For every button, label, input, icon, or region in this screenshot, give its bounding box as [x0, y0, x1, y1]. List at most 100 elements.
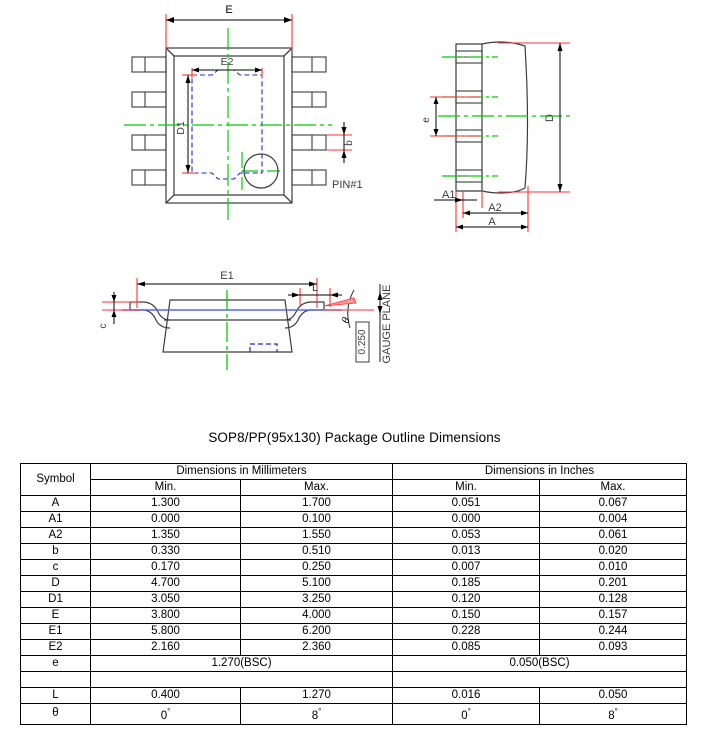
table-body: A 1.300 1.700 0.051 0.067 A1 0.000 0.100 0.000 0… [20, 495, 687, 725]
cell-symbol: c [20, 559, 91, 576]
e1-dimension-line [137, 281, 317, 287]
e-extension-lines [165, 14, 293, 50]
cell-in-min: 0.228 [392, 623, 540, 640]
cell-in-max: 0.004 [539, 511, 687, 528]
cell-in-max: 0.244 [539, 623, 687, 640]
cell-in-max: 0.128 [539, 591, 687, 608]
cell-in-min: 0.016 [392, 687, 540, 704]
e1-extension-lines [136, 278, 318, 308]
theta-in-min-value: 0 [461, 709, 468, 722]
dimension-label-e: e [421, 117, 432, 123]
cell-symbol: D1 [20, 591, 91, 608]
cell-mm-min: 3.050 [90, 591, 241, 608]
degree-symbol: ° [318, 707, 322, 716]
e2-dimension-line [192, 67, 262, 73]
d-dimension-line [557, 43, 563, 192]
cell-symbol: A2 [20, 527, 91, 544]
cell-mm-max: 1.700 [240, 495, 393, 512]
cell-in-min: 0.185 [392, 575, 540, 592]
dimension-label-E2: E2 [221, 56, 234, 68]
table-row: E2 2.160 2.360 0.085 0.093 [20, 639, 687, 656]
b-extension-lines [326, 134, 352, 151]
table-row: D1 3.050 3.250 0.120 0.128 [20, 591, 687, 608]
e-pitch-dimension-line [433, 97, 439, 136]
a2-dimension [463, 210, 528, 216]
table-row: A 1.300 1.700 0.051 0.067 [20, 495, 687, 512]
cell-mm-max: 1.550 [240, 527, 393, 544]
table-row-theta: θ 0° 8° 0° 8° [20, 703, 687, 725]
theta-in-max-value: 8 [608, 709, 615, 722]
left-pins [131, 56, 167, 186]
cell-mm-max: 3.250 [240, 591, 393, 608]
front-view-drawing: E1 L c θ [98, 270, 393, 370]
header-mm-min: Min. [90, 479, 241, 496]
cell-symbol: E1 [20, 623, 91, 640]
table-row-L: L 0.400 1.270 0.016 0.050 [20, 687, 687, 704]
degree-symbol: ° [614, 707, 618, 716]
cell-in-min: 0.051 [392, 495, 540, 512]
side-body [455, 41, 529, 194]
cell-mm-max: 0.250 [240, 559, 393, 576]
page-title: SOP8/PP(95x130) Package Outline Dimensio… [208, 430, 501, 445]
degree-symbol: ° [167, 707, 171, 716]
cell-in-min: 0.120 [392, 591, 540, 608]
table-row-e: e 1.270(BSC) 0.050(BSC) [20, 655, 687, 672]
cell-in-max: 8° [539, 703, 687, 725]
cell-mm-max: 0.100 [240, 511, 393, 528]
cell-in-min: 0° [392, 703, 540, 725]
cell-mm-min: 4.700 [90, 575, 241, 592]
cell-mm-span [90, 671, 393, 688]
table-row-blank [20, 671, 687, 688]
header-mm-max: Max. [240, 479, 393, 496]
dimensions-table: Symbol Dimensions in Millimeters Dimensi… [20, 463, 687, 725]
dimension-label-A: A [488, 216, 496, 228]
a-dimension [456, 224, 528, 230]
cell-in-min: 0.000 [392, 511, 540, 528]
d1-extension-lines [182, 74, 196, 174]
cell-symbol: e [20, 655, 91, 672]
cell-symbol: b [20, 543, 91, 560]
dimension-label-theta: θ [340, 315, 353, 325]
degree-symbol: ° [467, 707, 471, 716]
table-row: c 0.170 0.250 0.007 0.010 [20, 559, 687, 576]
d-extension-lines [498, 42, 570, 193]
dimension-label-A1: A1 [442, 189, 455, 201]
cell-in-max: 0.020 [539, 543, 687, 560]
cell-in-span [392, 671, 687, 688]
cell-mm-min: 2.160 [90, 639, 241, 656]
cell-mm-min: 0.400 [90, 687, 241, 704]
dimension-label-E1: E1 [220, 270, 233, 282]
cell-mm-span: 1.270(BSC) [90, 655, 393, 672]
c-dimension-line [111, 292, 117, 324]
e-dimension-line [166, 17, 292, 23]
cell-mm-min: 1.350 [90, 527, 241, 544]
cell-symbol [20, 671, 91, 688]
cell-mm-min: 0° [90, 703, 241, 725]
cell-in-min: 0.007 [392, 559, 540, 576]
dimension-label-E: E [225, 4, 232, 16]
cell-in-max: 0.157 [539, 607, 687, 624]
theta-mm-max-value: 8 [311, 709, 319, 722]
cell-symbol: D [20, 575, 91, 592]
gauge-value-text: 0.250 [357, 329, 368, 354]
right-lead [284, 301, 325, 329]
right-pins [291, 56, 327, 186]
dimension-label-L: L [312, 282, 318, 294]
header-in-max: Max. [539, 479, 687, 496]
cell-in-max: 0.067 [539, 495, 687, 512]
l-dimension-line [288, 292, 342, 298]
table-row: D 4.700 5.100 0.185 0.201 [20, 575, 687, 592]
dimension-label-b: b [344, 140, 355, 146]
cell-symbol: A1 [20, 511, 91, 528]
cell-mm-max: 2.360 [240, 639, 393, 656]
cell-symbol: E [20, 607, 91, 624]
e-pitch-extension-lines [430, 96, 480, 137]
cell-symbol: A [20, 495, 91, 512]
theta-leader [323, 297, 374, 311]
cell-mm-max: 4.000 [240, 607, 393, 624]
l-extension-lines [299, 288, 331, 307]
exposed-pad-hint [249, 343, 278, 352]
gauge-arrow-bottom [377, 306, 383, 314]
cell-in-max: 0.061 [539, 527, 687, 544]
cell-mm-max: 1.270 [240, 687, 393, 704]
